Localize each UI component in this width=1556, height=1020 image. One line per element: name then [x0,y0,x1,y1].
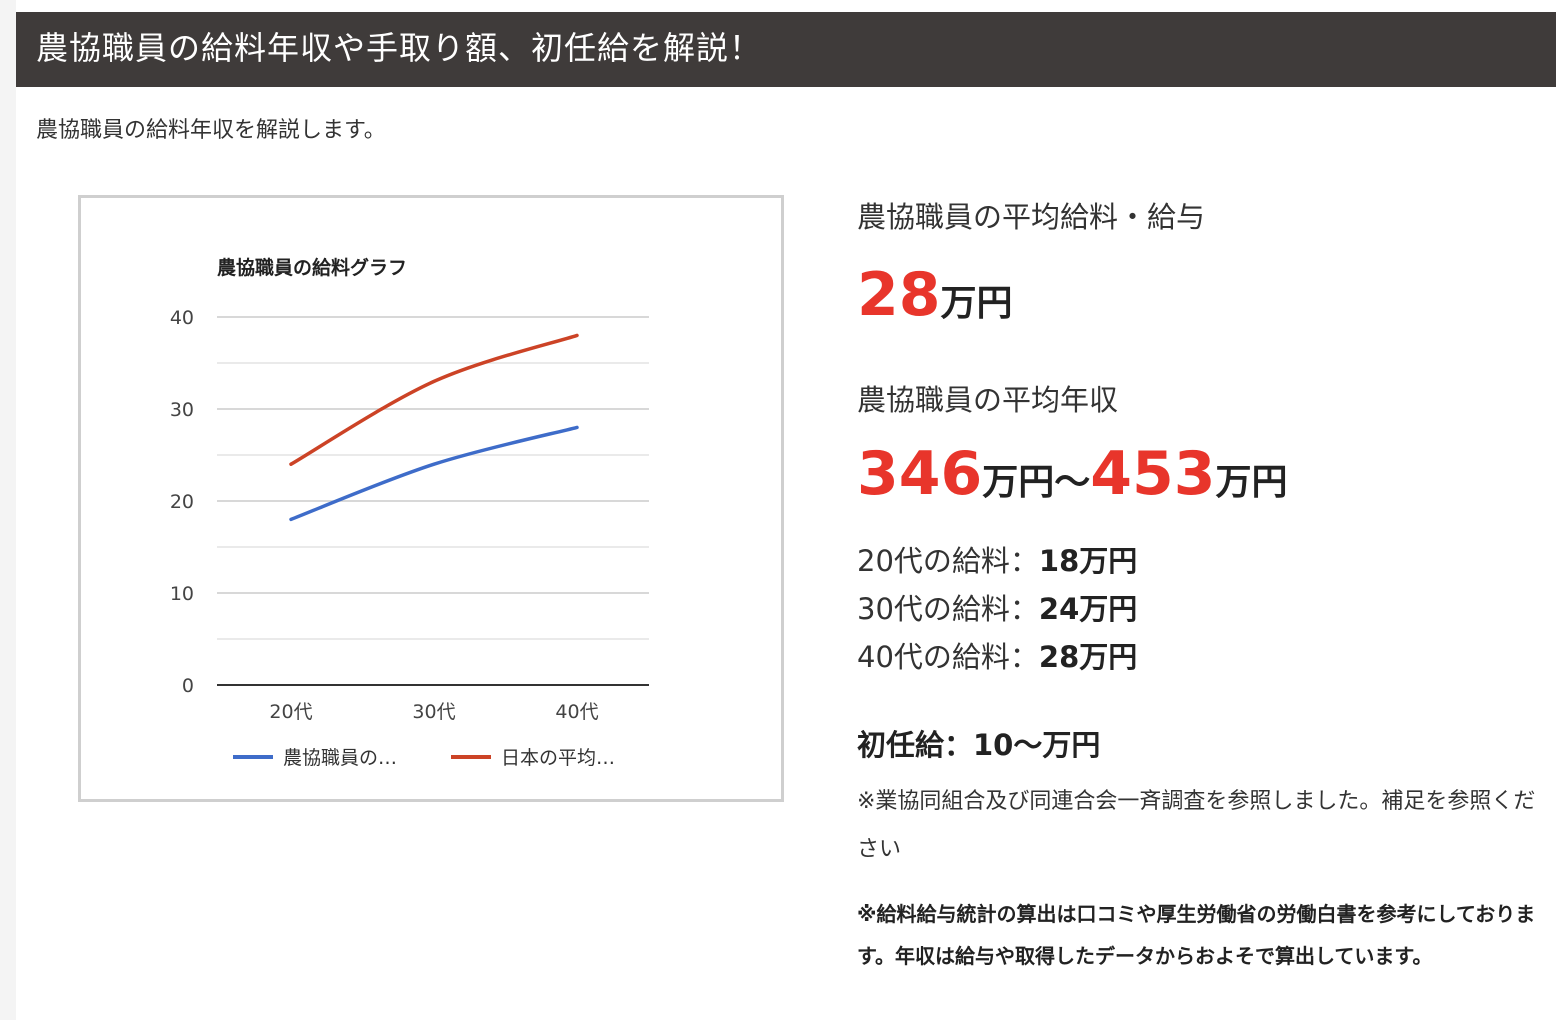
x-tick-label: 30代 [412,701,455,723]
avg-income-heading: 農協職員の平均年収 [857,383,1119,417]
series-line-1 [289,425,579,522]
calculation-note: ※給料給与統計の算出は口コミや厚生労働省の労働白書を参考にしております。年収は給… [857,902,1536,968]
income-max-value: 453 [1090,439,1216,509]
y-tick-label: 40 [170,307,194,329]
age-row-value: 28万円 [1038,640,1138,674]
x-tick-label: 40代 [555,701,598,723]
salary-line-chart: 農協職員の給料グラフ 0 10 20 30 40 20代 30代 40代 農協職員の… 日本の… [170,256,649,769]
legend-label: 農協職員の… [283,747,397,769]
page-title: 農協職員の給料年収や手取り額、初任給を解説！ [36,29,763,67]
age-row-20s: 20代の給料：18万円 [857,543,1137,579]
series-line-2 [289,333,579,466]
avg-salary-value: 28 [857,260,941,330]
starting-salary: 初任給：10〜万円 [857,728,1101,762]
income-unit-1: 万円〜 [982,462,1091,503]
age-row-40s: 40代の給料：28万円 [857,639,1137,675]
age-row-label: 30代の給料： [857,592,1039,626]
y-tick-label: 20 [170,491,194,513]
chart-x-axis: 20代 30代 40代 [269,701,598,723]
avg-salary-figure: 28万円 [857,265,1013,340]
chart-title: 農協職員の給料グラフ [217,256,407,279]
age-row-label: 20代の給料： [857,544,1039,578]
intro-text: 農協職員の給料年収を解説します。 [36,118,386,143]
y-tick-label: 0 [182,675,194,697]
income-unit-2: 万円 [1215,462,1288,503]
age-row-label: 40代の給料： [857,640,1039,674]
y-tick-label: 10 [170,583,194,605]
salary-chart-frame: 農協職員の給料グラフ 0 10 20 30 40 20代 30代 40代 農協職員の… 日本の… [78,195,784,802]
avg-income-figure: 346万円〜453万円 [857,444,1288,519]
x-tick-label: 20代 [269,701,312,723]
age-row-value: 18万円 [1038,544,1138,578]
avg-salary-heading: 農協職員の平均給料・給与 [857,200,1206,234]
income-min-value: 346 [857,439,983,509]
age-row-value: 24万円 [1038,592,1138,626]
chart-series [289,333,579,522]
source-note: ※業協同組合及び同連合会一斉調査を参照しました。補足を参照ください [857,789,1536,862]
age-row-30s: 30代の給料：24万円 [857,591,1137,627]
title-bar: 農協職員の給料年収や手取り額、初任給を解説！ [16,12,1556,87]
y-tick-label: 30 [170,399,194,421]
chart-legend: 農協職員の… 日本の平均… [233,747,615,769]
avg-salary-unit: 万円 [940,283,1013,324]
chart-y-axis: 0 10 20 30 40 [170,307,194,697]
legend-label: 日本の平均… [501,747,615,769]
chart-gridlines [217,316,649,686]
